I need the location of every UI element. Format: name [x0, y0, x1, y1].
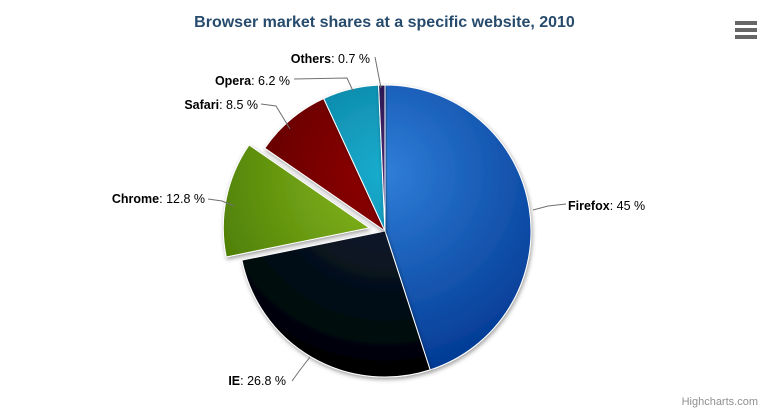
- data-label-safari: Safari: 8.5 %: [184, 98, 258, 112]
- hamburger-menu-icon[interactable]: [734, 21, 758, 39]
- chart-title: Browser market shares at a specific webs…: [194, 14, 575, 31]
- pie-slice-ie[interactable]: [241, 230, 431, 378]
- data-label-chrome: Chrome: 12.8 %: [112, 192, 205, 206]
- pie-slices: [222, 84, 532, 378]
- data-label-opera: Opera: 6.2 %: [215, 74, 290, 88]
- data-label-ie: IE: 26.8 %: [228, 374, 286, 388]
- data-label-firefox: Firefox: 45 %: [568, 199, 645, 213]
- menu-bar: [735, 28, 757, 32]
- label-connector-firefox: [532, 203, 567, 211]
- label-connector-opera: [293, 77, 354, 92]
- label-connector-safari: [260, 103, 291, 130]
- menu-bar: [735, 21, 757, 25]
- data-label-others: Others: 0.7 %: [291, 52, 370, 66]
- label-connector-chrome: [207, 198, 235, 207]
- pie-slice-chrome[interactable]: [222, 144, 370, 258]
- pie-slice-firefox[interactable]: [384, 84, 532, 371]
- label-connector-ie: [291, 356, 311, 382]
- label-connector-others: [374, 56, 382, 89]
- pie-slice-others[interactable]: [378, 84, 386, 232]
- menu-bar: [735, 35, 757, 39]
- credits-link[interactable]: Highcharts.com: [681, 396, 758, 408]
